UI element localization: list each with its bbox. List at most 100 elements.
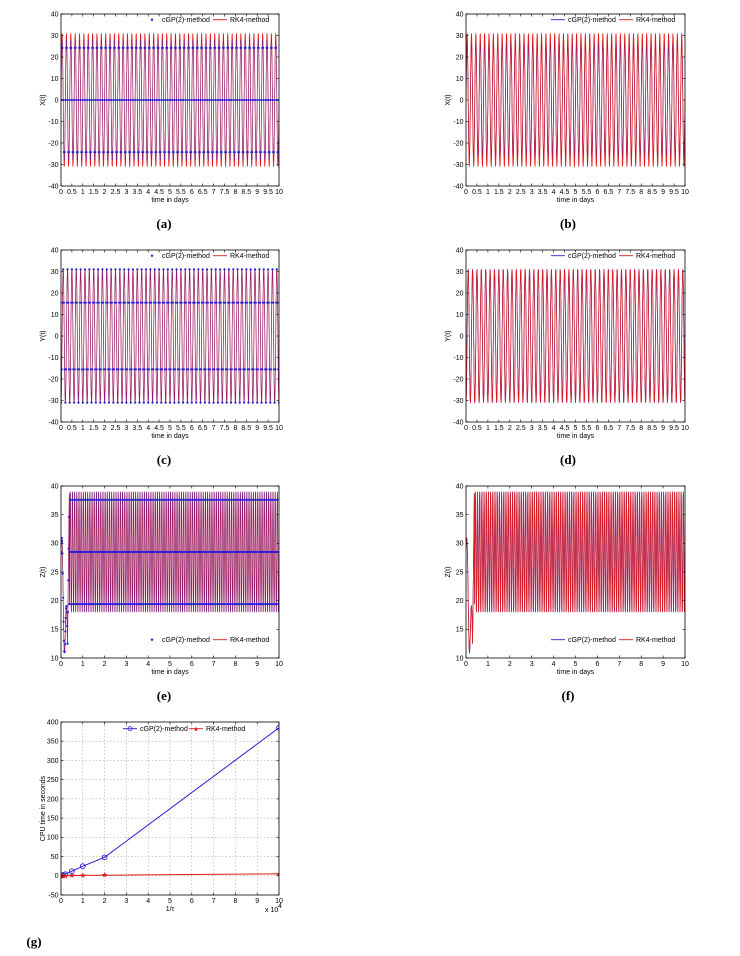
- y-tick-label: 350: [47, 739, 59, 746]
- data-point-cgp2: [210, 268, 213, 271]
- data-point-cgp2: [245, 98, 248, 102]
- svg-text:★: ★: [193, 725, 199, 733]
- data-point-cgp2: [82, 498, 85, 501]
- data-point-cgp2: [248, 498, 251, 501]
- data-point-cgp2: [226, 368, 229, 371]
- data-point-cgp2: [147, 401, 150, 404]
- data-point-cgp2: [249, 98, 252, 102]
- data-point-cgp2: [118, 98, 121, 102]
- x-tick-label: 5.5: [176, 425, 186, 432]
- series-line-rk4: [466, 269, 685, 403]
- data-point-cgp2: [132, 301, 135, 304]
- data-point-cgp2: [61, 368, 63, 371]
- data-point-cgp2: [276, 550, 279, 554]
- data-point-cgp2: [109, 602, 112, 606]
- data-point-cgp2: [129, 602, 132, 606]
- data-point-cgp2: [257, 46, 260, 49]
- y-tick-label: 0: [460, 333, 464, 340]
- data-point-cgp2: [64, 368, 68, 371]
- data-point-cgp2: [172, 151, 175, 154]
- data-point-cgp2: [67, 579, 70, 582]
- data-point-cgp2: [181, 98, 185, 102]
- data-point-cgp2: [156, 368, 159, 371]
- data-point-cgp2: [96, 98, 100, 102]
- data-point-cgp2: [126, 46, 129, 49]
- x-tick-label: 0: [59, 661, 63, 668]
- y-tick-label: -50: [48, 892, 58, 899]
- data-point-cgp2: [219, 98, 222, 102]
- x-tick-label: 2: [508, 425, 512, 432]
- data-point-cgp2: [66, 610, 69, 614]
- legend-label-cgp2: cGP(2)-method: [162, 637, 210, 644]
- data-point-cgp2: [64, 401, 67, 404]
- x-tick-label: 8.5: [647, 425, 657, 432]
- data-point-cgp2: [225, 98, 228, 102]
- data-point-cgp2: [211, 498, 214, 501]
- data-point-cgp2: [113, 46, 116, 49]
- data-point-cgp2: [266, 602, 269, 606]
- data-point-cgp2: [177, 602, 180, 606]
- data-point-cgp2: [180, 301, 183, 304]
- y-tick-label: 10: [456, 312, 464, 319]
- data-point-cgp2: [203, 98, 206, 102]
- data-point-cgp2: [88, 301, 92, 304]
- data-point-cgp2: [206, 498, 209, 501]
- y-tick-label: -40: [48, 419, 58, 426]
- data-point-cgp2: [79, 98, 82, 102]
- y-axis-label: Z(t): [445, 567, 452, 578]
- data-point-cgp2: [96, 46, 99, 49]
- data-point-cgp2: [192, 98, 196, 102]
- series-line-rk4: [466, 33, 685, 167]
- data-point-cgp2: [251, 151, 254, 154]
- x-tick-label: 10: [275, 189, 283, 196]
- data-point-cgp2: [150, 151, 153, 154]
- data-point-cgp2: [227, 98, 230, 102]
- data-point-cgp2: [207, 602, 210, 606]
- data-point-cgp2: [163, 498, 166, 501]
- data-point-cgp2: [197, 98, 200, 102]
- x-tick-label: 1: [81, 898, 85, 905]
- data-point-cgp2: [125, 98, 128, 102]
- y-tick-label: -20: [48, 140, 58, 147]
- data-point-cgp2: [99, 498, 103, 501]
- data-point-cgp2: [214, 98, 217, 102]
- data-point-cgp2: [276, 301, 279, 304]
- data-point-cgp2: [226, 498, 229, 501]
- data-point-cgp2: [208, 368, 212, 371]
- data-point-cgp2: [150, 301, 153, 304]
- data-point-cgp2: [248, 46, 252, 49]
- x-tick-label: 2.5: [111, 189, 121, 196]
- data-point-cgp2: [244, 46, 247, 49]
- data-point-cgp2: [168, 98, 172, 102]
- x-tick-label: 7: [617, 425, 621, 432]
- data-point-cgp2: [203, 602, 206, 606]
- data-point-cgp2: [171, 98, 174, 102]
- data-point-cgp2: [261, 498, 264, 501]
- data-point-cgp2: [110, 98, 113, 102]
- y-tick-label: 0: [55, 97, 59, 104]
- data-point-cgp2: [168, 401, 172, 404]
- x-tick-label: 0.5: [67, 189, 77, 196]
- data-point-cgp2: [63, 151, 66, 154]
- data-point-cgp2: [216, 151, 219, 154]
- data-point-cgp2: [267, 301, 270, 304]
- data-point-cgp2: [265, 368, 268, 371]
- data-point-cgp2: [75, 301, 79, 304]
- x-tick-label: 8: [233, 661, 237, 668]
- data-point-cgp2: [184, 98, 187, 102]
- data-point-cgp2: [138, 401, 141, 404]
- data-point-cgp2: [94, 602, 97, 606]
- data-point-cgp2: [144, 602, 147, 606]
- data-point-cgp2: [273, 98, 276, 102]
- data-point-cgp2: [232, 98, 235, 102]
- data-point-cgp2: [147, 368, 151, 371]
- data-point-cgp2: [199, 98, 202, 102]
- data-point-cgp2: [92, 602, 95, 606]
- data-point-cgp2: [181, 602, 184, 606]
- data-point-cgp2: [96, 268, 100, 271]
- data-point-cgp2: [267, 98, 270, 102]
- x-tick-label: 10: [681, 661, 689, 668]
- data-point-cgp2: [205, 268, 209, 271]
- data-point-cgp2: [236, 268, 239, 271]
- data-point-cgp2: [253, 98, 257, 102]
